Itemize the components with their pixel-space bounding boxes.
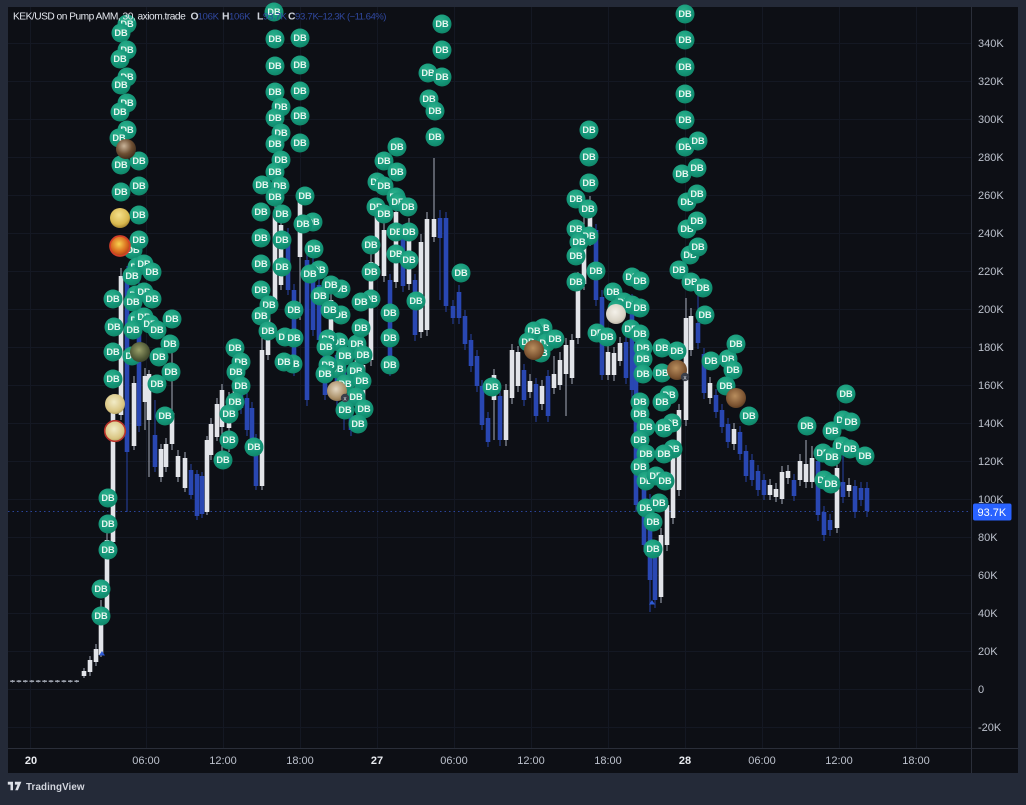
svg-text:0: 0: [978, 684, 984, 696]
svg-text:18:00: 18:00: [594, 755, 622, 767]
svg-text:12:00: 12:00: [825, 755, 853, 767]
svg-text:106K: 106K: [198, 11, 220, 22]
svg-text:80K: 80K: [978, 532, 998, 544]
svg-text:18:00: 18:00: [286, 755, 314, 767]
svg-text:KEK/USD on Pump AMM, 30, axiom: KEK/USD on Pump AMM, 30, axiom.trade: [13, 12, 186, 23]
svg-text:60K: 60K: [978, 570, 998, 582]
svg-text:12:00: 12:00: [517, 755, 545, 767]
svg-text:260K: 260K: [978, 190, 1004, 202]
svg-text:C: C: [288, 12, 296, 23]
svg-text:106K: 106K: [229, 11, 251, 22]
svg-text:40K: 40K: [978, 608, 998, 620]
svg-text:280K: 280K: [978, 152, 1004, 164]
svg-text:93.7K: 93.7K: [295, 11, 319, 22]
svg-text:-20K: -20K: [978, 722, 1002, 734]
svg-text:x: x: [343, 395, 347, 402]
svg-text:120K: 120K: [978, 456, 1004, 468]
svg-text:06:00: 06:00: [748, 755, 776, 767]
svg-text:O: O: [191, 12, 199, 23]
svg-text:27: 27: [371, 755, 383, 767]
svg-text:−12.3K (−11.64%): −12.3K (−11.64%): [318, 11, 387, 22]
svg-text:x: x: [683, 374, 687, 381]
svg-text:20: 20: [25, 755, 37, 767]
svg-text:H: H: [222, 12, 230, 23]
svg-text:220K: 220K: [978, 266, 1004, 278]
svg-text:320K: 320K: [978, 76, 1004, 88]
svg-text:180K: 180K: [978, 342, 1004, 354]
svg-text:340K: 340K: [978, 38, 1004, 50]
svg-text:L: L: [257, 12, 264, 23]
svg-text:20K: 20K: [978, 646, 998, 658]
svg-text:93.7K: 93.7K: [263, 11, 287, 22]
svg-text:200K: 200K: [978, 304, 1004, 316]
svg-text:300K: 300K: [978, 114, 1004, 126]
svg-text:18:00: 18:00: [902, 755, 930, 767]
svg-text:100K: 100K: [978, 494, 1004, 506]
svg-text:240K: 240K: [978, 228, 1004, 240]
svg-text:06:00: 06:00: [440, 755, 468, 767]
svg-text:160K: 160K: [978, 380, 1004, 392]
svg-text:TradingView: TradingView: [26, 782, 85, 793]
svg-text:06:00: 06:00: [132, 755, 160, 767]
svg-text:140K: 140K: [978, 418, 1004, 430]
svg-text:93.7K: 93.7K: [978, 507, 1007, 519]
svg-text:12:00: 12:00: [209, 755, 237, 767]
svg-text:28: 28: [679, 755, 691, 767]
